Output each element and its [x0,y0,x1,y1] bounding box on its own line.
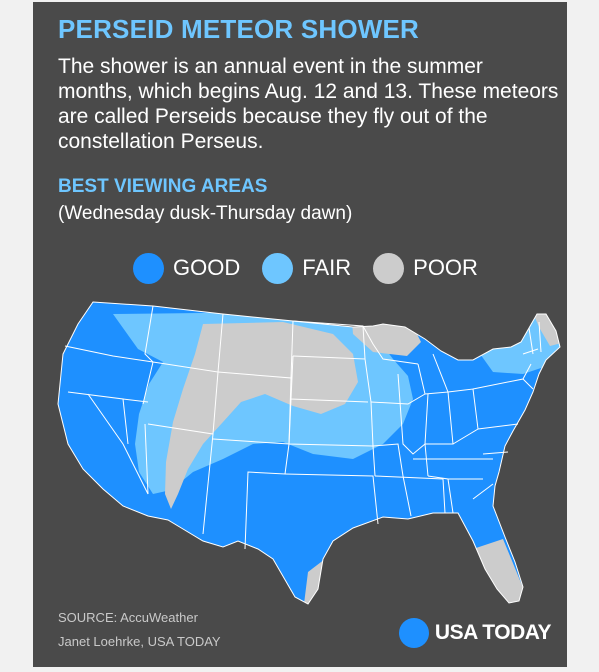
legend-swatch-good [133,252,164,284]
infographic-card: PERSEID METEOR SHOWER The shower is an a… [33,2,567,667]
legend-label-good: GOOD [173,255,241,280]
section-heading: BEST VIEWING AREAS [58,176,268,197]
legend-swatch-fair [262,252,294,284]
us-map [57,301,561,605]
legend-label-fair: FAIR [302,255,352,280]
section-subheading: (Wednesday dusk-Thursday dawn) [58,203,353,224]
legend-item-poor: POOR [373,252,478,284]
region-poor-mountain [165,322,358,509]
legend-label-poor: POOR [413,255,478,280]
state-borders [57,301,561,605]
legend: GOOD FAIR POOR [133,251,500,285]
region-poor-florida [473,539,533,604]
usa-today-logo: USA TODAY [398,618,552,648]
usa-today-dot-icon [398,618,429,648]
legend-item-fair: FAIR [262,252,352,284]
legend-swatch-poor [373,252,405,284]
description: The shower is an annual event in the sum… [58,55,559,153]
brand-name: USA TODAY [434,621,552,644]
legend-item-good: GOOD [133,252,241,284]
page-title: PERSEID METEOR SHOWER [58,14,420,44]
credit-note: Janet Loehrke, USA TODAY [58,634,221,649]
source-note: SOURCE: AccuWeather [58,610,198,625]
map-regions [58,302,560,604]
